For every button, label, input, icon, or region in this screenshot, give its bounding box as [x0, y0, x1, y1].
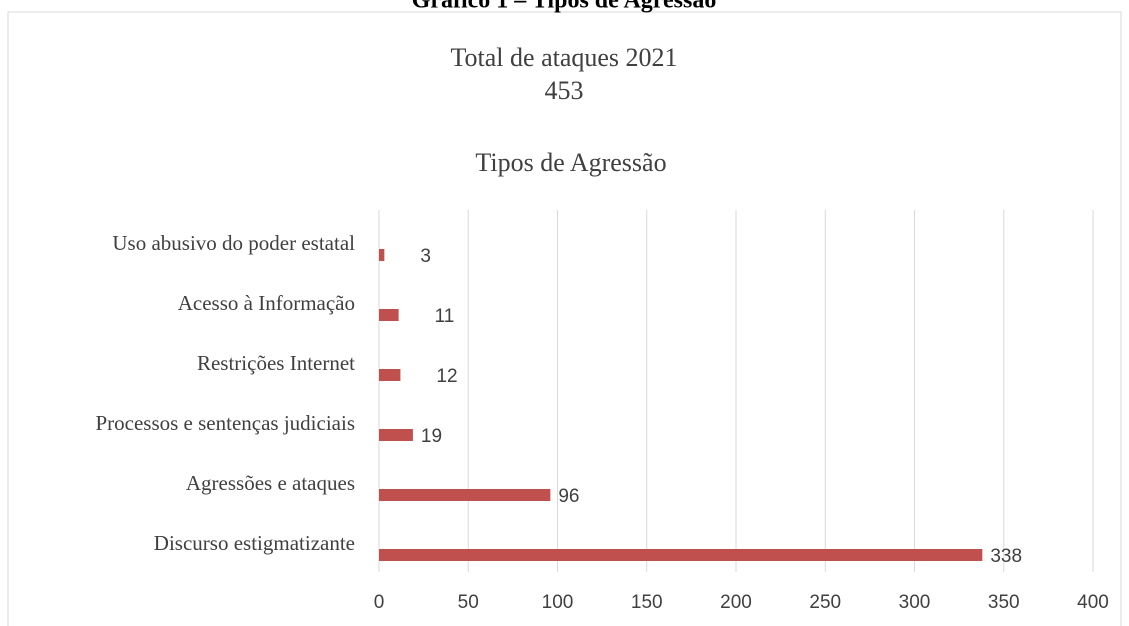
x-tick-label: 50	[458, 592, 479, 613]
value-label: 11	[435, 306, 455, 327]
bar	[379, 489, 551, 501]
value-label: 338	[990, 546, 1022, 567]
bar	[379, 249, 385, 261]
x-tick-label: 300	[899, 592, 931, 613]
value-label: 12	[436, 366, 457, 387]
x-tick-label: 100	[542, 592, 574, 613]
bar	[379, 429, 413, 441]
y-tick-label: Agressões e ataques	[186, 471, 355, 495]
value-label: 3	[420, 246, 431, 267]
value-label: 19	[421, 426, 442, 447]
y-tick-label: Restrições Internet	[197, 351, 355, 375]
x-tick-label: 250	[809, 592, 841, 613]
y-tick-label: Uso abusivo do poder estatal	[112, 231, 355, 255]
chart-frame	[7, 11, 1122, 626]
bar	[379, 309, 399, 321]
y-tick-label: Discurso estigmatizante	[154, 531, 355, 555]
value-label: 96	[558, 486, 579, 507]
chart-title: Tipos de Agressão	[475, 148, 666, 177]
y-tick-label: Acesso à Informação	[178, 291, 355, 315]
bar	[379, 369, 401, 381]
chart-subtitle: Total de ataques 2021	[450, 43, 677, 72]
x-tick-label: 0	[374, 592, 385, 613]
figure-header: Gráfico 1 – Tipos de Agressão	[412, 0, 717, 14]
x-tick-label: 400	[1077, 592, 1109, 613]
x-tick-label: 350	[988, 592, 1020, 613]
y-tick-label: Processos e sentenças judiciais	[95, 411, 355, 435]
chart-total: 453	[545, 76, 584, 105]
x-tick-label: 150	[631, 592, 663, 613]
bar	[379, 549, 983, 561]
x-tick-label: 200	[720, 592, 752, 613]
